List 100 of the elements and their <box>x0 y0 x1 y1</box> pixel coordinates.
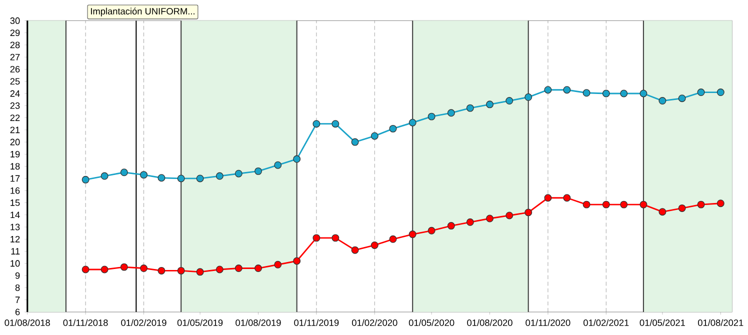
y-tick-label: 18 <box>10 163 20 170</box>
point <box>332 120 340 128</box>
point <box>466 104 474 112</box>
y-tick-label: 25 <box>10 78 20 85</box>
x-tick-label: 01/02/2020 <box>352 319 398 326</box>
y-tick-label: 23 <box>10 102 20 110</box>
point <box>216 172 224 180</box>
y-tick-label: 19 <box>10 151 20 158</box>
point <box>506 97 514 105</box>
point <box>524 94 532 102</box>
point <box>254 264 262 272</box>
y-tick-label: 12 <box>10 236 20 243</box>
y-tick-label: 22 <box>10 114 20 122</box>
point <box>563 194 571 202</box>
point <box>486 100 494 108</box>
point <box>351 138 359 146</box>
point <box>140 264 148 272</box>
point <box>447 222 455 230</box>
x-tick-label: 01/05/2020 <box>408 319 454 326</box>
point <box>697 88 705 96</box>
y-tick-label: 21 <box>10 126 20 134</box>
x-tick-label: 01/08/2021 <box>698 319 744 326</box>
y-tick-label: 30 <box>10 18 20 24</box>
point <box>716 200 724 208</box>
y-tick-label: 24 <box>10 90 20 97</box>
y-tick-label: 15 <box>10 200 20 206</box>
point <box>312 234 320 242</box>
point <box>602 201 610 208</box>
y-tick-label: 7 <box>15 296 20 304</box>
point <box>293 155 301 163</box>
y-tick-label: 28 <box>10 42 20 48</box>
point <box>563 86 571 94</box>
point <box>158 267 166 275</box>
point <box>466 218 474 226</box>
point <box>196 174 204 182</box>
text: Implantación UNIFORM... <box>91 8 194 17</box>
y-tick-label: 11 <box>11 248 20 255</box>
point <box>254 168 262 176</box>
point <box>582 89 590 97</box>
point <box>234 264 242 272</box>
point <box>370 242 378 250</box>
y-tick-label: 26 <box>10 66 20 73</box>
point <box>196 268 204 276</box>
point <box>602 90 610 98</box>
point <box>640 201 648 208</box>
point <box>370 132 378 140</box>
point <box>100 172 108 180</box>
point <box>177 174 185 182</box>
point <box>351 246 359 254</box>
point <box>177 267 185 275</box>
point <box>389 236 397 244</box>
x-tick-label: 01/11/2020 <box>526 319 570 326</box>
y-tick-label: 9 <box>15 272 20 279</box>
point <box>544 86 552 94</box>
point <box>544 194 552 202</box>
y-tick-label: 20 <box>10 138 20 146</box>
point <box>120 168 128 176</box>
point <box>678 94 686 102</box>
point <box>620 90 628 98</box>
x-tick-label: 01/02/2021 <box>584 319 629 326</box>
x-tick-label: 01/05/2019 <box>177 319 223 326</box>
point <box>582 201 590 208</box>
point <box>428 113 436 120</box>
point <box>697 201 705 208</box>
y-tick-label: 8 <box>15 284 20 292</box>
point <box>620 201 628 208</box>
point <box>658 97 666 105</box>
point <box>389 125 397 133</box>
point <box>158 174 166 182</box>
point <box>408 230 416 238</box>
point <box>82 266 90 274</box>
point <box>486 214 494 222</box>
point <box>293 257 301 265</box>
point <box>408 119 416 127</box>
x-tick-label: 01/11/2019 <box>294 319 339 326</box>
point <box>332 234 340 242</box>
x-tick-label: 01/08/2020 <box>467 319 512 326</box>
y-tick-label: 6 <box>15 308 20 316</box>
point <box>428 227 436 235</box>
point <box>140 171 148 179</box>
point <box>274 261 282 269</box>
x-tick-label: 01/08/2018 <box>4 319 50 326</box>
y-tick-label: 29 <box>10 30 20 36</box>
point <box>524 208 532 216</box>
point <box>100 266 108 274</box>
x-tick-label: 01/02/2019 <box>121 319 166 326</box>
y-tick-label: 14 <box>10 212 20 218</box>
point <box>447 109 455 117</box>
point <box>658 208 666 216</box>
point <box>234 170 242 178</box>
point <box>678 204 686 212</box>
point <box>216 266 224 274</box>
point <box>312 120 320 128</box>
y-tick-label: 16 <box>10 188 20 194</box>
point <box>640 90 648 98</box>
y-tick-label: 27 <box>10 54 20 60</box>
point <box>82 176 90 184</box>
x-tick-label: 01/08/2019 <box>236 319 281 326</box>
y-tick-label: 17 <box>10 175 20 182</box>
y-tick-label: 13 <box>10 224 20 230</box>
